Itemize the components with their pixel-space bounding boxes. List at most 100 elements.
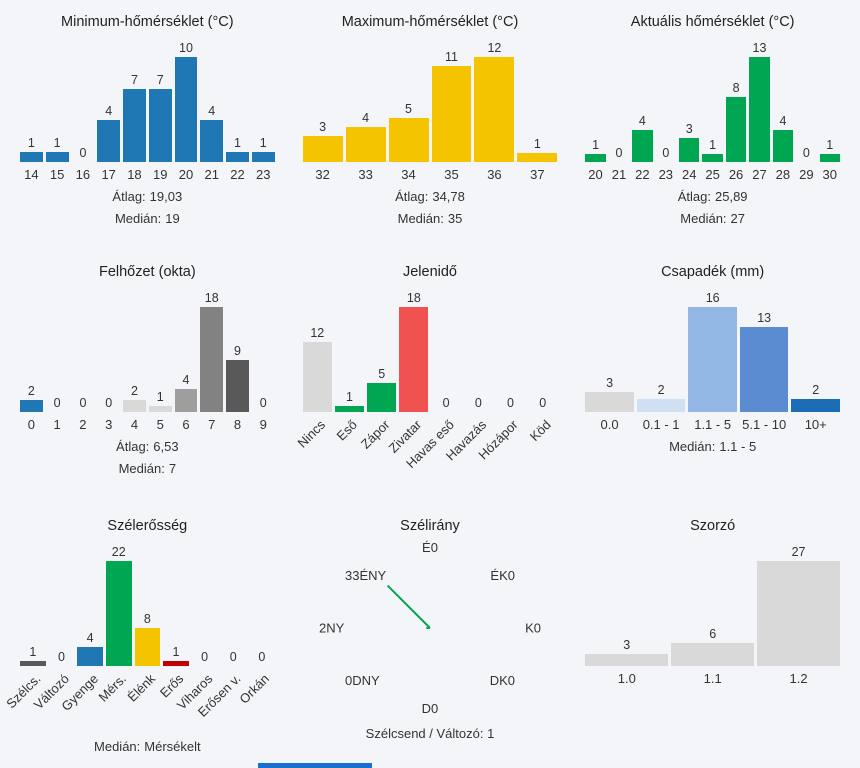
x-tick-label-text: 30 bbox=[822, 167, 837, 182]
chart-minimum-temperature: Minimum-hőmérséklet (°C) 1 1 0 4 7 7 10 4 1 1 14 15… bbox=[6, 4, 289, 254]
bar-value-label: 1 bbox=[533, 137, 541, 152]
bar-cell: 4 bbox=[200, 104, 224, 162]
bar-value-label: 0 bbox=[662, 146, 670, 160]
bar-cell: 4 bbox=[97, 104, 121, 162]
bar-cell: 4 bbox=[174, 373, 198, 412]
bar bbox=[163, 661, 189, 666]
stat-value: 7 bbox=[168, 461, 177, 476]
x-tick-label: 19 bbox=[149, 167, 172, 182]
bar-cell: 8 bbox=[134, 612, 161, 666]
bar-value-label: 0 bbox=[53, 396, 61, 410]
x-tick-label-text: 10+ bbox=[804, 417, 827, 432]
x-tick-label-text: 27 bbox=[752, 167, 767, 182]
chart-title: Jelenidő bbox=[402, 264, 457, 280]
x-tick-label: Köd bbox=[526, 414, 557, 478]
x-tick-label: 10+ bbox=[791, 417, 840, 432]
bar bbox=[174, 57, 198, 162]
bar-value-label: 12 bbox=[487, 41, 502, 55]
chart-wind-direction: Szélirány É0 ÉK0 K0 DK0 D0 0DNY 2NY 33ÉNY Szélcs… bbox=[289, 508, 572, 760]
bar-cell: 11 bbox=[431, 50, 472, 162]
bar-cell: 3 bbox=[679, 122, 700, 162]
bar-value-label: 22 bbox=[111, 545, 126, 559]
bar-cell: 18 bbox=[200, 291, 224, 412]
chart-plot: É0 ÉK0 K0 DK0 D0 0DNY 2NY 33ÉNY Szélcsend / Vált… bbox=[299, 540, 562, 741]
bar-cell: 18 bbox=[399, 291, 429, 412]
x-tick-label-text: 34 bbox=[401, 167, 416, 182]
bar bbox=[819, 153, 840, 162]
stat-line: Medián: Mérsékelt bbox=[16, 739, 279, 754]
bar bbox=[334, 406, 365, 412]
bar-cell: 0 bbox=[609, 146, 629, 162]
bar-value-label: 2 bbox=[27, 384, 35, 399]
bar-cell: 13 bbox=[739, 311, 789, 412]
x-tick-label-text: 1 bbox=[53, 417, 61, 432]
bar-value-label: 0 bbox=[802, 146, 810, 160]
stat-label: Medián: bbox=[680, 211, 727, 226]
x-tick-label-text: 9 bbox=[259, 417, 267, 432]
x-tick-label-text: 21 bbox=[204, 167, 219, 182]
x-tick-label-text: 5.1 - 10 bbox=[742, 417, 787, 432]
bar-value-label: 4 bbox=[105, 104, 113, 118]
bar-cell: 10 bbox=[174, 41, 198, 162]
bar-cell: 5 bbox=[388, 102, 429, 162]
bar bbox=[431, 65, 472, 162]
stat-label: Medián: bbox=[94, 739, 141, 754]
stat-label: Átlag: bbox=[116, 439, 150, 454]
bar bbox=[148, 406, 172, 412]
bar-cell: 8 bbox=[725, 81, 747, 162]
x-tick-label-text: Nincs bbox=[294, 417, 328, 451]
bar bbox=[772, 129, 794, 162]
x-tick-label: Hózápor bbox=[476, 414, 525, 478]
bar-cell: 0 bbox=[220, 650, 246, 666]
x-tick-label: 29 bbox=[796, 167, 816, 182]
bar-cell: 6 bbox=[671, 627, 755, 666]
bar-cell: 0 bbox=[46, 396, 69, 412]
stat-label: Átlag: bbox=[112, 189, 146, 204]
bar bbox=[174, 388, 198, 412]
chart-precipitation: Csapadék (mm) 3 2 16 13 2 0.0 0.1 - 1 1.1 - 5 5.… bbox=[571, 254, 854, 508]
x-tick-label: 1.1 - 5 bbox=[688, 417, 737, 432]
x-tick-label-text: 7 bbox=[208, 417, 216, 432]
bar-cell: 0 bbox=[249, 650, 275, 666]
bar-value-label: 16 bbox=[705, 291, 720, 305]
x-tick-label-text: 37 bbox=[530, 167, 545, 182]
stat-line: Átlag: 34,78 bbox=[299, 189, 562, 204]
x-tick-label: 9 bbox=[252, 417, 275, 432]
bar-value-label: 4 bbox=[779, 113, 787, 128]
chart-title: Maximum-hőmérséklet (°C) bbox=[341, 14, 519, 30]
bar-cell: 1 bbox=[585, 138, 606, 162]
stat-label: Átlag: bbox=[395, 189, 429, 204]
bar-value-label: 0 bbox=[229, 650, 237, 664]
x-tick-label-text: 21 bbox=[611, 167, 627, 182]
x-tick-label: 36 bbox=[474, 167, 514, 182]
x-tick-label-text: 3 bbox=[105, 417, 113, 432]
wind-calm-note: Szélcsend / Változó: 1 bbox=[365, 726, 495, 741]
stat-value: 19,03 bbox=[149, 189, 183, 204]
bottom-edge-strip bbox=[258, 763, 372, 768]
wind-direction-label: 2NY bbox=[318, 620, 345, 636]
bar-cell: 1 bbox=[517, 137, 558, 162]
x-tick-label: 3 bbox=[97, 417, 120, 432]
bar-cell: 0 bbox=[464, 396, 493, 412]
bar-cell: 0 bbox=[72, 146, 95, 162]
chart-title: Szélerősség bbox=[107, 518, 188, 534]
x-tick-label-text: 1.1 - 5 bbox=[694, 417, 732, 432]
stat-label: Medián: bbox=[118, 461, 165, 476]
bar-value-label: 4 bbox=[362, 111, 370, 125]
bar bbox=[367, 382, 397, 412]
x-axis-labels: Nincs Eső Zápor Zivatar Havas eső Havazás Hózá… bbox=[294, 414, 562, 478]
x-axis-labels: 0 1 2 3 4 5 6 7 8 9 bbox=[16, 417, 279, 432]
bar bbox=[97, 120, 121, 162]
bars-row: 3 4 5 11 12 1 bbox=[299, 38, 562, 162]
wind-direction-label: 0DNY bbox=[344, 673, 380, 688]
chart-plot: 1 0 4 0 3 1 8 13 4 0 1 20 21 22 23 24 25 26 27 28 29 30 Átlag:… bbox=[581, 38, 844, 226]
wind-ray bbox=[386, 584, 431, 629]
bar bbox=[632, 129, 653, 162]
bar-value-label: 0 bbox=[79, 396, 87, 410]
x-tick-label-text: 36 bbox=[487, 167, 502, 182]
x-tick-label-text: 32 bbox=[315, 167, 330, 182]
bar-cell: 2 bbox=[20, 384, 43, 412]
x-tick-label: Eső bbox=[334, 414, 364, 478]
bar-value-label: 9 bbox=[234, 343, 241, 358]
wind-direction-label: DK0 bbox=[489, 673, 515, 688]
